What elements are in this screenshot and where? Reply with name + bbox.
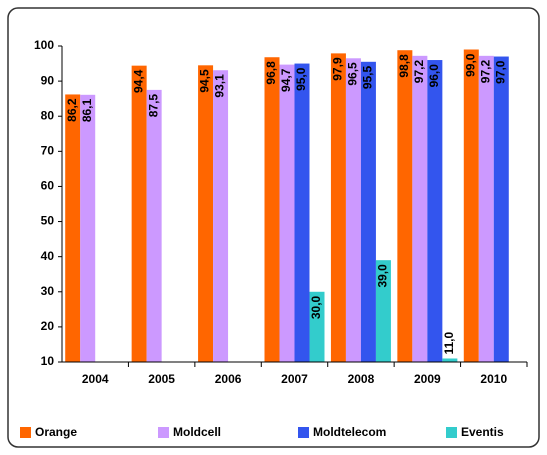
- bar: [213, 70, 229, 362]
- bar: [146, 89, 162, 362]
- legend-swatch: [298, 427, 309, 438]
- value-label: 86,1: [80, 98, 94, 122]
- bar: [427, 60, 443, 363]
- bar: [264, 57, 280, 362]
- value-label: 86,2: [65, 98, 79, 122]
- legend-label: Orange: [35, 425, 77, 439]
- x-tick-label: 2005: [148, 372, 175, 386]
- value-label: 94,5: [198, 69, 212, 93]
- value-label: 95,0: [294, 67, 308, 91]
- value-label: 96,5: [346, 62, 360, 86]
- y-tick-label: 70: [41, 144, 55, 158]
- x-tick-label: 2008: [348, 372, 375, 386]
- bar: [198, 65, 214, 363]
- y-tick-label: 90: [41, 73, 55, 87]
- y-tick-label: 80: [41, 108, 55, 122]
- y-tick-label: 50: [41, 214, 55, 228]
- legend-label: Moldcell: [173, 425, 221, 439]
- x-tick-label: 2009: [414, 372, 441, 386]
- bar: [279, 64, 295, 362]
- bar: [493, 56, 509, 363]
- bar: [397, 50, 413, 363]
- bar: [80, 94, 96, 362]
- legend-swatch: [446, 427, 457, 438]
- bar: [360, 61, 376, 363]
- y-tick-label: 10: [41, 354, 55, 368]
- legend-swatch: [20, 427, 31, 438]
- legend-swatch: [158, 427, 169, 438]
- x-tick-label: 2004: [82, 372, 109, 386]
- value-label: 11,0: [442, 331, 456, 354]
- value-label: 94,7: [279, 68, 293, 92]
- value-label: 97,2: [412, 60, 426, 84]
- y-tick-label: 30: [41, 284, 55, 298]
- legend-label: Eventis: [461, 425, 504, 439]
- bar: [478, 55, 494, 362]
- bar: [309, 291, 325, 362]
- y-tick-label: 60: [41, 179, 55, 193]
- bar: [330, 53, 346, 363]
- bar: [375, 260, 391, 362]
- value-label: 97,9: [331, 57, 345, 81]
- y-tick-label: 40: [41, 249, 55, 263]
- x-tick-label: 2006: [215, 372, 242, 386]
- legend-label: Moldtelecom: [313, 425, 386, 439]
- value-label: 87,5: [146, 94, 160, 118]
- bar: [131, 65, 147, 362]
- value-label: 95,5: [361, 65, 375, 89]
- value-label: 94,4: [131, 69, 145, 93]
- value-label: 97,2: [478, 60, 492, 84]
- value-label: 39,0: [376, 264, 390, 288]
- bar: [345, 58, 361, 363]
- bar: [442, 358, 458, 362]
- bar: [294, 63, 310, 363]
- value-label: 93,1: [213, 74, 227, 98]
- x-tick-label: 2010: [480, 372, 507, 386]
- y-tick-label: 100: [34, 38, 54, 52]
- value-label: 96,8: [264, 61, 278, 85]
- bar: [65, 94, 81, 362]
- value-label: 97,0: [493, 60, 507, 84]
- value-label: 96,0: [427, 64, 441, 88]
- x-tick-label: 2007: [281, 372, 308, 386]
- value-label: 30,0: [309, 295, 323, 319]
- y-tick-label: 20: [41, 319, 55, 333]
- bar: [463, 49, 479, 363]
- value-label: 99,0: [463, 53, 477, 77]
- value-label: 98,8: [397, 54, 411, 78]
- bar: [412, 55, 428, 362]
